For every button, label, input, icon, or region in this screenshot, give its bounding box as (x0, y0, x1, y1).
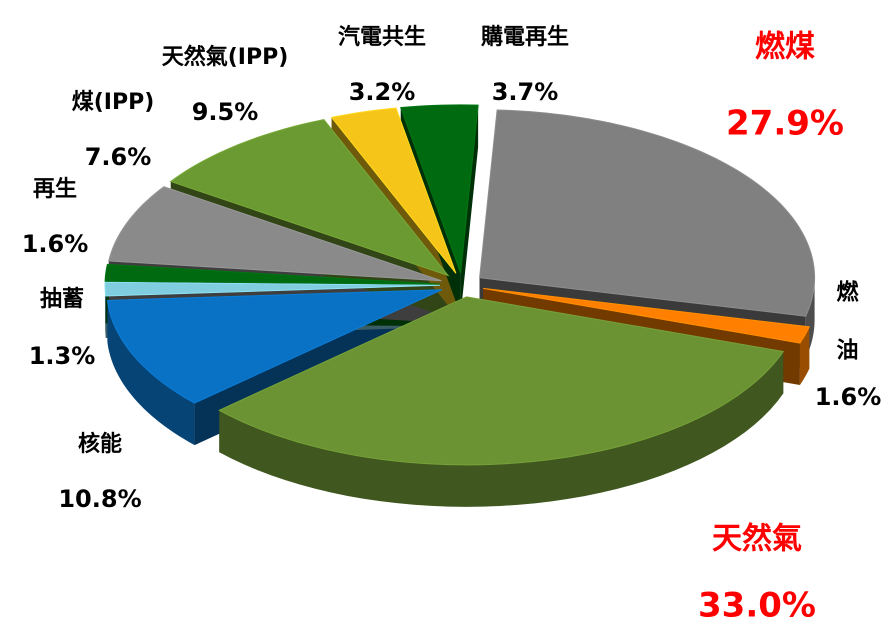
slice-side (219, 351, 784, 507)
category-label: 核能 (78, 431, 122, 457)
value-label: 1.3% (29, 342, 96, 370)
category-label: 天然氣 (712, 522, 802, 557)
pie-slice (104, 281, 441, 297)
category-label: 天然氣(IPP) (162, 44, 289, 70)
pie-slice (483, 287, 810, 344)
slice-side (799, 326, 810, 386)
pie-slice (169, 119, 450, 277)
pie-slice (218, 296, 785, 466)
value-label: 7.6% (85, 143, 152, 171)
slice-wall (460, 105, 479, 315)
category-label: 購電再生 (481, 25, 569, 50)
pie-slice (108, 186, 442, 282)
category-label: 煤(IPP) (72, 89, 155, 115)
value-label: 3.2% (349, 78, 416, 106)
pie-slice (106, 289, 442, 404)
value-label: 10.8% (58, 485, 141, 513)
pie-slice (330, 107, 457, 274)
value-label: 9.5% (192, 98, 259, 126)
value-label: 3.7% (492, 78, 559, 106)
pie-slice (400, 104, 479, 274)
category-label: 汽電共生 (338, 24, 426, 50)
category-label: 燃煤 (755, 30, 815, 65)
category-label: 燃油 (833, 279, 859, 396)
value-label: 33.0% (698, 586, 816, 626)
slice-side (107, 300, 195, 446)
pie-slice (104, 263, 441, 285)
slice-side (105, 285, 106, 338)
category-label: 抽蓄 (40, 287, 84, 312)
pie-slice (479, 109, 816, 317)
value-label: 1.6% (815, 383, 882, 411)
category-label: 再生 (33, 177, 77, 202)
value-label: 27.9% (726, 104, 844, 144)
value-label: 1.6% (22, 230, 89, 258)
